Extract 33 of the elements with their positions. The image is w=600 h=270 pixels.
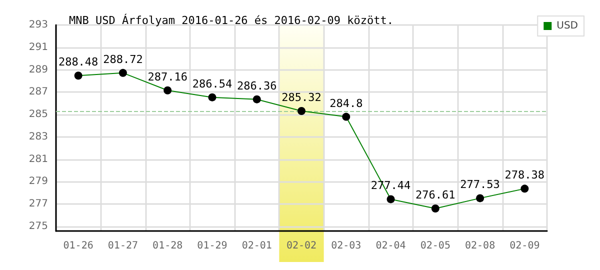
- data-label: 277.53: [460, 178, 500, 192]
- x-tick-label: 01-28: [152, 240, 183, 252]
- data-label: 278.38: [504, 168, 545, 182]
- y-tick-label: 281: [28, 154, 48, 165]
- y-tick-label: 277: [28, 198, 48, 210]
- y-tick-label: 287: [28, 86, 48, 98]
- data-label: 288.72: [103, 52, 143, 66]
- chart-title: MNB USD Árfolyam 2016-01-26 és 2016-02-09 között.: [69, 13, 394, 27]
- x-tick-label: 02-01: [242, 240, 272, 252]
- x-tick-label: 02-05: [420, 240, 450, 252]
- x-tick-label: 02-04: [376, 240, 406, 252]
- data-label: 286.36: [236, 79, 277, 92]
- data-label: 284.8: [330, 96, 363, 110]
- data-label: 286.54: [192, 77, 232, 90]
- x-tick-label: 02-03: [331, 240, 362, 252]
- y-tick-label: 293: [28, 20, 48, 30]
- x-tick-label: 01-29: [197, 240, 228, 252]
- y-tick-label: 291: [28, 42, 48, 53]
- data-label: 288.48: [58, 56, 98, 69]
- data-label: 276.61: [416, 188, 456, 202]
- x-tick-label: 02-02: [286, 240, 317, 252]
- x-tick-label: 02-08: [464, 240, 496, 252]
- x-tick-label: 01-27: [108, 240, 138, 252]
- y-tick-label: 279: [28, 176, 48, 188]
- x-tick-label: 01-26: [63, 240, 94, 252]
- y-tick-label: 285: [28, 109, 48, 120]
- data-label: 285.32: [282, 90, 322, 104]
- legend-label: USD: [556, 20, 578, 32]
- data-label: 287.16: [148, 70, 188, 84]
- y-tick-label: 289: [28, 64, 48, 76]
- y-tick-label: 283: [28, 131, 48, 142]
- x-tick-label: 02-09: [510, 240, 540, 252]
- y-tick-label: 275: [28, 221, 48, 232]
